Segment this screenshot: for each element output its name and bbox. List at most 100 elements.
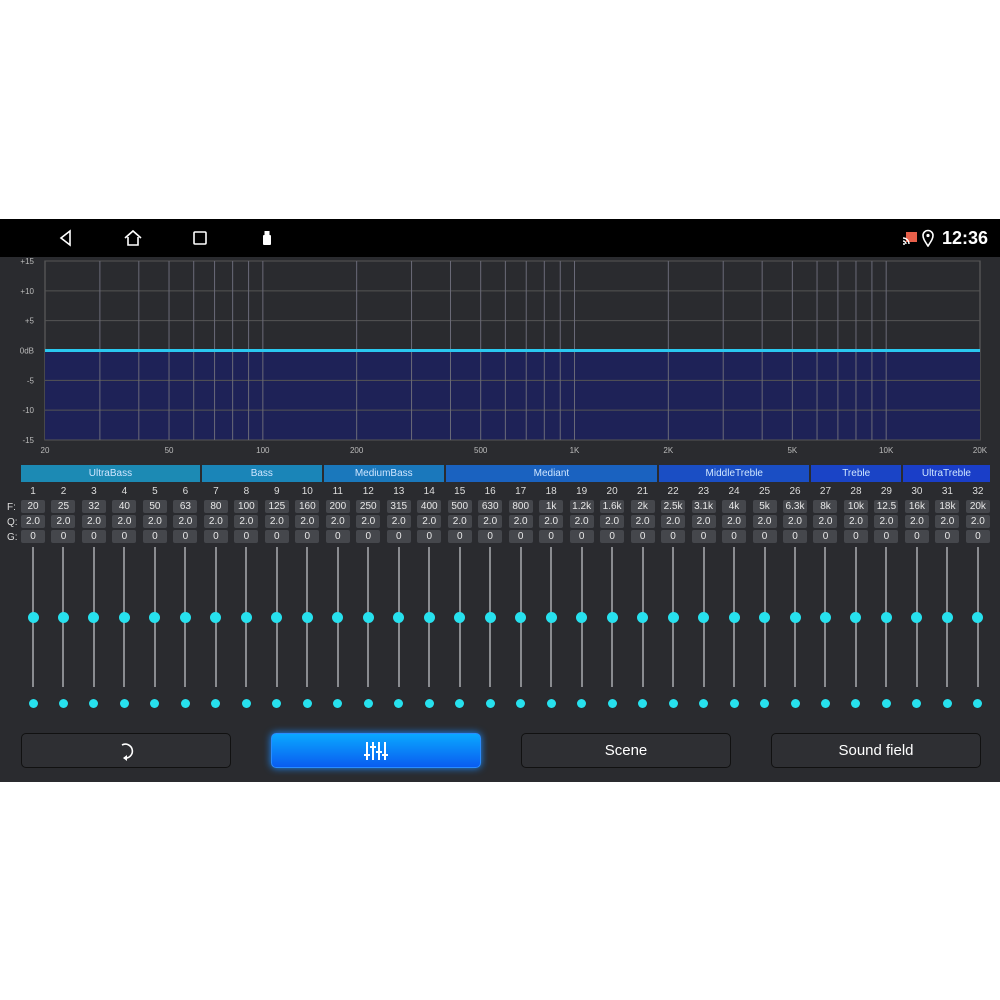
q-value[interactable]: 2.0 — [295, 515, 320, 528]
gain-value[interactable]: 0 — [508, 530, 533, 543]
frequency-value[interactable]: 5k — [752, 500, 777, 513]
q-value[interactable]: 2.0 — [173, 515, 198, 528]
gain-value[interactable]: 0 — [295, 530, 320, 543]
gain-value[interactable]: 0 — [904, 530, 929, 543]
frequency-value[interactable]: 20 — [21, 500, 45, 513]
gain-slider-knob[interactable] — [393, 611, 405, 623]
frequency-value[interactable]: 80 — [203, 500, 228, 513]
gain-value[interactable]: 0 — [630, 530, 655, 543]
q-value[interactable]: 2.0 — [386, 515, 411, 528]
q-value[interactable]: 2.0 — [691, 515, 716, 528]
gain-slider-knob[interactable] — [27, 611, 39, 623]
gain-value[interactable]: 0 — [965, 530, 990, 543]
q-value[interactable]: 2.0 — [661, 515, 686, 528]
frequency-value[interactable]: 25 — [51, 500, 76, 513]
recents-icon[interactable] — [190, 228, 210, 248]
q-value[interactable]: 2.0 — [142, 515, 167, 528]
frequency-value[interactable]: 2.5k — [661, 500, 686, 513]
frequency-value[interactable]: 1.2k — [569, 500, 594, 513]
q-value[interactable]: 2.0 — [21, 515, 45, 528]
gain-value[interactable]: 0 — [386, 530, 411, 543]
gain-slider-knob[interactable] — [515, 611, 527, 623]
gain-value[interactable]: 0 — [600, 530, 625, 543]
frequency-value[interactable]: 3.1k — [691, 500, 716, 513]
q-value[interactable]: 2.0 — [904, 515, 929, 528]
gain-value[interactable]: 0 — [356, 530, 381, 543]
gain-value[interactable]: 0 — [447, 530, 472, 543]
q-value[interactable]: 2.0 — [447, 515, 472, 528]
gain-value[interactable]: 0 — [173, 530, 198, 543]
gain-value[interactable]: 0 — [81, 530, 106, 543]
gain-slider-knob[interactable] — [637, 611, 649, 623]
frequency-value[interactable]: 100 — [234, 500, 259, 513]
q-value[interactable]: 2.0 — [325, 515, 350, 528]
frequency-value[interactable]: 315 — [386, 500, 411, 513]
gain-value[interactable]: 0 — [813, 530, 838, 543]
gain-value[interactable]: 0 — [112, 530, 137, 543]
frequency-value[interactable]: 20k — [965, 500, 990, 513]
q-value[interactable]: 2.0 — [234, 515, 259, 528]
scene-button[interactable]: Scene — [521, 733, 731, 768]
gain-slider-knob[interactable] — [941, 611, 953, 623]
q-value[interactable]: 2.0 — [630, 515, 655, 528]
gain-slider-knob[interactable] — [972, 611, 984, 623]
gain-value[interactable]: 0 — [569, 530, 594, 543]
gain-value[interactable]: 0 — [935, 530, 960, 543]
frequency-value[interactable]: 4k — [722, 500, 747, 513]
gain-slider-knob[interactable] — [179, 611, 191, 623]
gain-value[interactable]: 0 — [691, 530, 716, 543]
frequency-value[interactable]: 18k — [935, 500, 960, 513]
frequency-value[interactable]: 8k — [813, 500, 838, 513]
q-value[interactable]: 2.0 — [600, 515, 625, 528]
q-value[interactable]: 2.0 — [264, 515, 289, 528]
q-value[interactable]: 2.0 — [752, 515, 777, 528]
frequency-value[interactable]: 2k — [630, 500, 655, 513]
frequency-value[interactable]: 160 — [295, 500, 320, 513]
q-value[interactable]: 2.0 — [51, 515, 76, 528]
equalizer-button[interactable] — [271, 733, 481, 768]
q-value[interactable]: 2.0 — [112, 515, 137, 528]
gain-slider-knob[interactable] — [759, 611, 771, 623]
q-value[interactable]: 2.0 — [81, 515, 106, 528]
frequency-value[interactable]: 400 — [417, 500, 442, 513]
gain-slider-knob[interactable] — [149, 611, 161, 623]
gain-slider-knob[interactable] — [88, 611, 100, 623]
gain-value[interactable]: 0 — [722, 530, 747, 543]
gain-slider-knob[interactable] — [819, 611, 831, 623]
q-value[interactable]: 2.0 — [508, 515, 533, 528]
q-value[interactable]: 2.0 — [356, 515, 381, 528]
gain-value[interactable]: 0 — [478, 530, 503, 543]
gain-slider-knob[interactable] — [423, 611, 435, 623]
gain-slider-knob[interactable] — [57, 611, 69, 623]
frequency-value[interactable]: 10k — [843, 500, 868, 513]
gain-slider-knob[interactable] — [728, 611, 740, 623]
q-value[interactable]: 2.0 — [965, 515, 990, 528]
gain-slider-knob[interactable] — [911, 611, 923, 623]
gain-slider-knob[interactable] — [271, 611, 283, 623]
q-value[interactable]: 2.0 — [569, 515, 594, 528]
frequency-value[interactable]: 40 — [112, 500, 137, 513]
gain-slider-knob[interactable] — [789, 611, 801, 623]
gain-value[interactable]: 0 — [203, 530, 228, 543]
reset-button[interactable] — [21, 733, 231, 768]
gain-value[interactable]: 0 — [874, 530, 899, 543]
gain-value[interactable]: 0 — [783, 530, 807, 543]
q-value[interactable]: 2.0 — [783, 515, 807, 528]
gain-value[interactable]: 0 — [752, 530, 777, 543]
gain-slider-knob[interactable] — [667, 611, 679, 623]
frequency-value[interactable]: 6.3k — [783, 500, 807, 513]
gain-slider-knob[interactable] — [240, 611, 252, 623]
q-value[interactable]: 2.0 — [722, 515, 747, 528]
gain-slider-knob[interactable] — [484, 611, 496, 623]
frequency-value[interactable]: 12.5 — [874, 500, 899, 513]
q-value[interactable]: 2.0 — [843, 515, 868, 528]
gain-slider-knob[interactable] — [698, 611, 710, 623]
gain-value[interactable]: 0 — [661, 530, 686, 543]
q-value[interactable]: 2.0 — [874, 515, 899, 528]
gain-value[interactable]: 0 — [843, 530, 868, 543]
q-value[interactable]: 2.0 — [539, 515, 564, 528]
sound-field-button[interactable]: Sound field — [771, 733, 981, 768]
gain-value[interactable]: 0 — [539, 530, 564, 543]
frequency-value[interactable]: 250 — [356, 500, 381, 513]
gain-value[interactable]: 0 — [142, 530, 167, 543]
